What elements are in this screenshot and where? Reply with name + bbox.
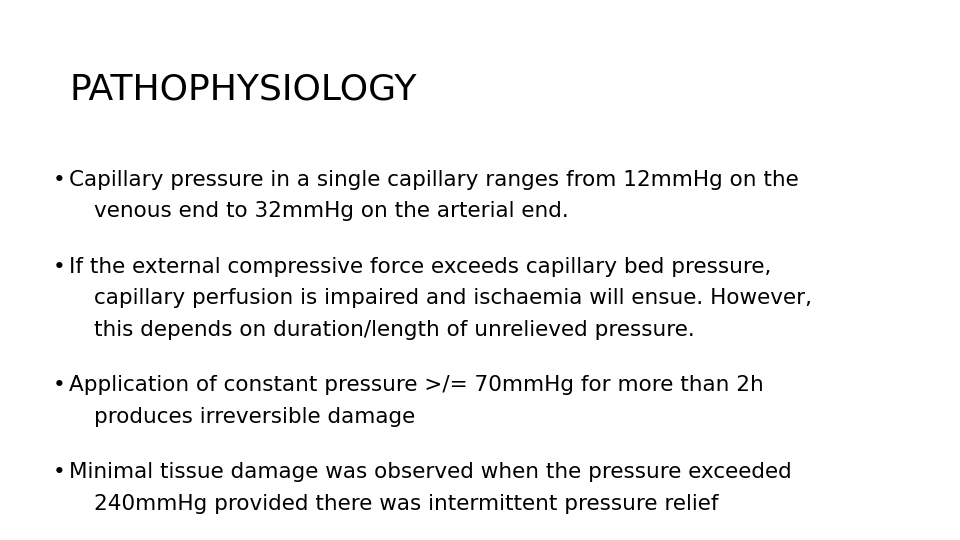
- Text: Application of constant pressure >/= 70mmHg for more than 2h: Application of constant pressure >/= 70m…: [69, 375, 764, 395]
- Text: •: •: [53, 170, 65, 190]
- Text: Capillary pressure in a single capillary ranges from 12mmHg on the: Capillary pressure in a single capillary…: [69, 170, 799, 190]
- Text: produces irreversible damage: produces irreversible damage: [94, 407, 416, 427]
- Text: 240mmHg provided there was intermittent pressure relief: 240mmHg provided there was intermittent …: [94, 494, 719, 514]
- Text: PATHOPHYSIOLOGY: PATHOPHYSIOLOGY: [69, 73, 417, 107]
- Text: capillary perfusion is impaired and ischaemia will ensue. However,: capillary perfusion is impaired and isch…: [94, 288, 812, 308]
- Text: •: •: [53, 462, 65, 482]
- Text: this depends on duration/length of unrelieved pressure.: this depends on duration/length of unrel…: [94, 320, 695, 340]
- Text: •: •: [53, 375, 65, 395]
- Text: If the external compressive force exceeds capillary bed pressure,: If the external compressive force exceed…: [69, 257, 772, 277]
- Text: venous end to 32mmHg on the arterial end.: venous end to 32mmHg on the arterial end…: [94, 201, 569, 221]
- Text: •: •: [53, 257, 65, 277]
- Text: Minimal tissue damage was observed when the pressure exceeded: Minimal tissue damage was observed when …: [69, 462, 792, 482]
